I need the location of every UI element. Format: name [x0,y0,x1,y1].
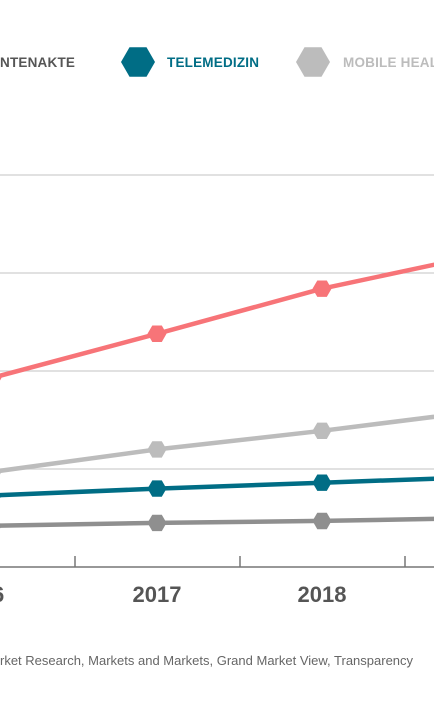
x-tick-label: 2018 [298,582,347,607]
legend-item: TELEMEDIZIN [121,47,259,77]
data-point [147,325,167,342]
legend-marker [121,47,155,77]
legend-label: NTENAKTE [0,55,75,70]
data-point [0,469,2,475]
legend-item: NTENAKTE [0,55,75,70]
x-tick-label: 2017 [133,582,182,607]
data-point [147,514,167,532]
series-0 [0,262,434,381]
series-line [0,516,434,528]
legend-label: MOBILE HEALTH [343,55,434,70]
series-line [0,262,434,379]
x-tick-label: 16 [0,582,4,607]
data-point [312,474,332,491]
data-point [0,523,2,529]
legend-marker [296,47,330,77]
grid-lines [0,174,434,470]
data-point [147,441,167,458]
data-point [312,512,332,530]
series-line [0,476,434,498]
x-axis: 16 2017 2018 [0,556,434,607]
data-point [312,422,332,439]
data-point [0,492,2,499]
series-2 [0,414,434,475]
legend-label: TELEMEDIZIN [167,55,259,70]
data-point [147,480,167,497]
legend-item: MOBILE HEALTH [296,47,434,77]
data-point [312,280,332,297]
source-note: rket Research, Markets and Markets, Gran… [0,653,414,668]
data-point [0,375,2,381]
series-layer [0,262,434,532]
series-3 [0,512,434,532]
series-1 [0,474,434,499]
legend: NTENAKTE TELEMEDIZIN MOBILE HEALTH [0,47,434,77]
series-line [0,414,434,474]
